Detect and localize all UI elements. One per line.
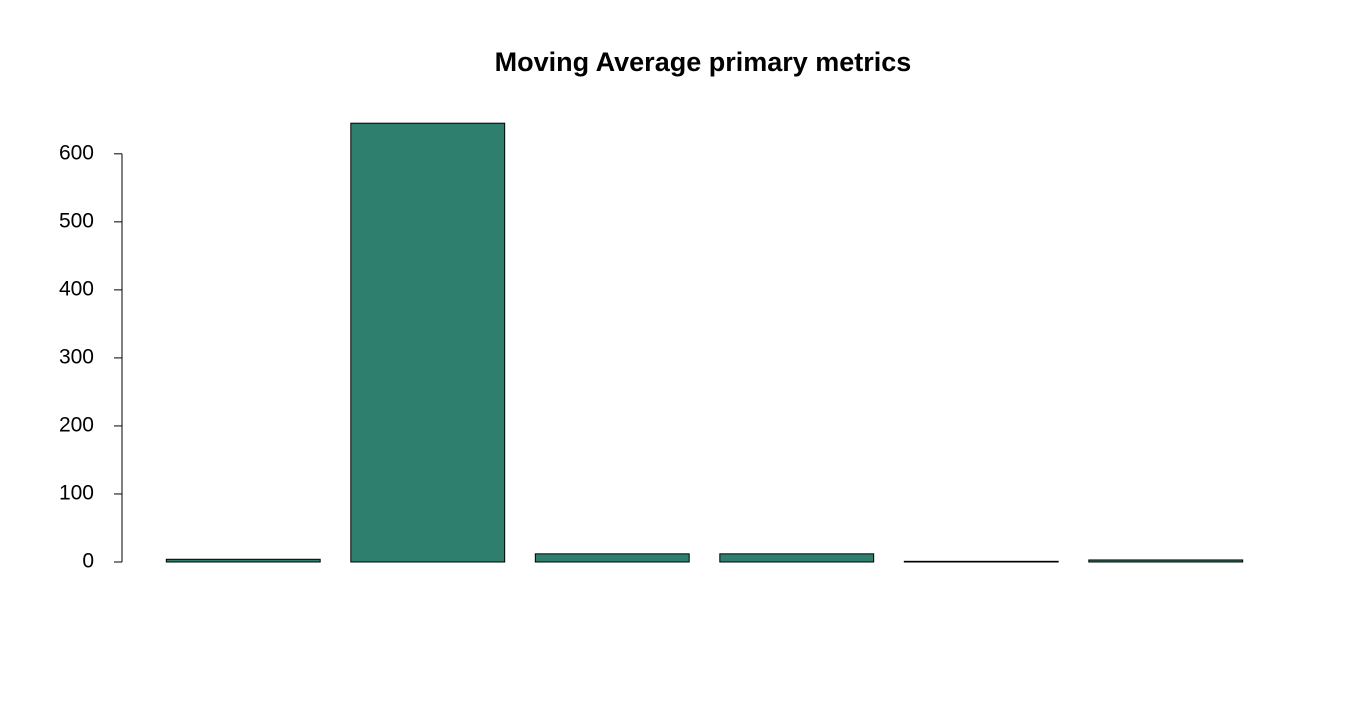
y-tick-label: 100 <box>59 482 94 505</box>
y-tick-label: 200 <box>59 413 94 436</box>
y-tick-label: 400 <box>59 277 94 300</box>
y-tick-label: 300 <box>59 345 94 368</box>
bar <box>534 553 690 563</box>
bar <box>719 553 875 563</box>
y-tick-label: 500 <box>59 209 94 232</box>
y-tick-label: 0 <box>82 550 94 573</box>
chart-title: Moving Average primary metrics <box>495 47 912 77</box>
bar <box>350 122 506 563</box>
bar <box>903 560 1059 563</box>
bar <box>1088 559 1244 563</box>
y-tick-label: 600 <box>59 141 94 164</box>
bar <box>165 558 321 563</box>
